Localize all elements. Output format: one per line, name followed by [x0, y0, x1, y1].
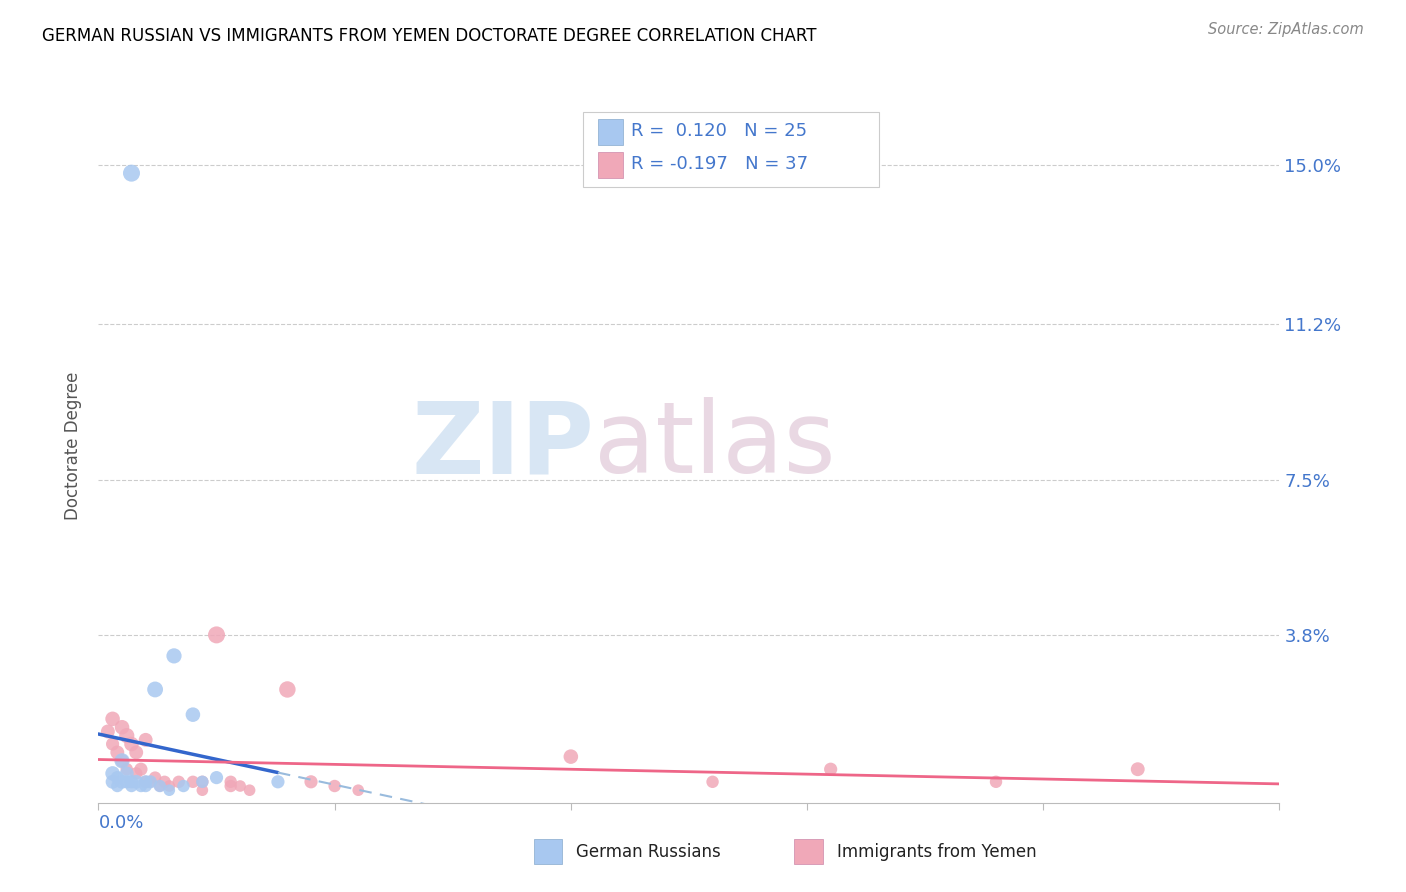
Point	[129, 779, 152, 793]
Text: atlas: atlas	[595, 398, 837, 494]
Point	[702, 774, 724, 789]
Point	[115, 729, 138, 743]
Point	[191, 783, 214, 797]
Point	[115, 766, 138, 780]
Point	[239, 783, 262, 797]
Point	[163, 648, 186, 663]
Point	[191, 774, 214, 789]
Point	[276, 682, 298, 697]
Point	[105, 771, 128, 785]
Point	[105, 779, 128, 793]
Point	[101, 774, 124, 789]
Point	[205, 771, 228, 785]
Point	[121, 779, 143, 793]
Point	[984, 774, 1007, 789]
Point	[139, 774, 162, 789]
Y-axis label: Doctorate Degree: Doctorate Degree	[65, 372, 83, 520]
Point	[97, 724, 120, 739]
Point	[101, 712, 124, 726]
Point	[157, 779, 180, 793]
Point	[121, 774, 143, 789]
Point	[143, 682, 166, 697]
Point	[135, 774, 157, 789]
Point	[560, 749, 582, 764]
Text: 0.0%: 0.0%	[98, 814, 143, 832]
Point	[1126, 762, 1149, 776]
Text: GERMAN RUSSIAN VS IMMIGRANTS FROM YEMEN DOCTORATE DEGREE CORRELATION CHART: GERMAN RUSSIAN VS IMMIGRANTS FROM YEMEN …	[42, 27, 817, 45]
Point	[219, 774, 242, 789]
Point	[172, 779, 194, 793]
Point	[121, 737, 143, 751]
Point	[143, 771, 166, 785]
Point	[105, 746, 128, 760]
Text: R =  0.120   N = 25: R = 0.120 N = 25	[631, 122, 807, 140]
Point	[111, 754, 134, 768]
Point	[125, 774, 148, 789]
Point	[181, 707, 204, 722]
Text: ZIP: ZIP	[412, 398, 595, 494]
Point	[149, 779, 172, 793]
Point	[111, 720, 134, 734]
Point	[135, 774, 157, 789]
Point	[139, 774, 162, 789]
Point	[115, 762, 138, 776]
Point	[121, 166, 143, 180]
Point	[229, 779, 252, 793]
Point	[135, 779, 157, 793]
Point	[135, 732, 157, 747]
Text: German Russians: German Russians	[576, 843, 721, 861]
Text: R = -0.197   N = 37: R = -0.197 N = 37	[631, 155, 808, 173]
Point	[167, 774, 190, 789]
Text: Source: ZipAtlas.com: Source: ZipAtlas.com	[1208, 22, 1364, 37]
Point	[323, 779, 346, 793]
Point	[115, 774, 138, 789]
Point	[205, 628, 228, 642]
Point	[191, 774, 214, 789]
Point	[820, 762, 842, 776]
Point	[181, 774, 204, 789]
Point	[111, 774, 134, 789]
Point	[149, 779, 172, 793]
Point	[219, 779, 242, 793]
Point	[153, 774, 176, 789]
Point	[157, 783, 180, 797]
Point	[129, 762, 152, 776]
Point	[125, 766, 148, 780]
Point	[111, 754, 134, 768]
Point	[125, 746, 148, 760]
Point	[267, 774, 290, 789]
Point	[347, 783, 370, 797]
Point	[299, 774, 322, 789]
Point	[101, 766, 124, 780]
Text: Immigrants from Yemen: Immigrants from Yemen	[837, 843, 1036, 861]
Point	[101, 737, 124, 751]
